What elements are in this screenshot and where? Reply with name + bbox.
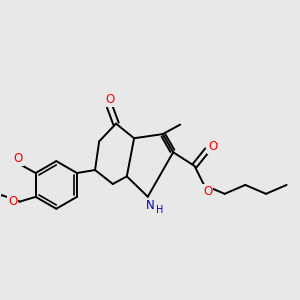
Text: O: O	[8, 195, 17, 208]
Text: O: O	[203, 185, 212, 198]
Text: H: H	[156, 205, 164, 215]
Text: O: O	[208, 140, 218, 153]
Text: O: O	[105, 93, 114, 106]
Text: N: N	[146, 199, 155, 212]
Text: O: O	[14, 152, 23, 165]
